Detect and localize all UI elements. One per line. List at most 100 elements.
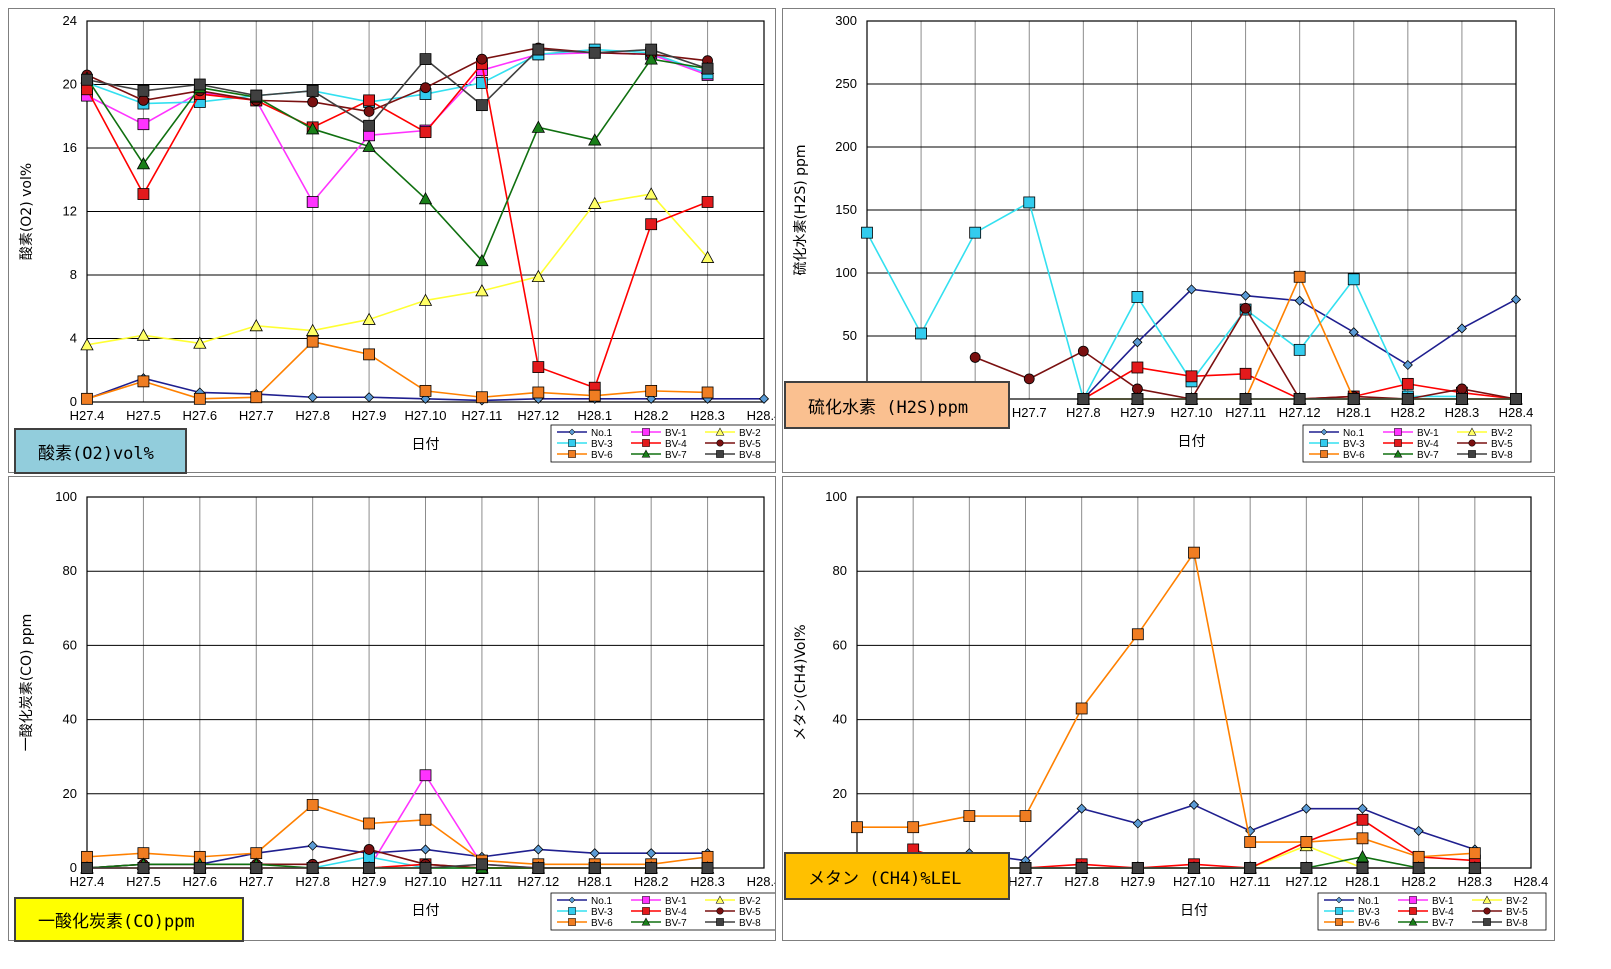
legend-marker: [568, 428, 576, 436]
x-tick-label: H27.4: [70, 408, 105, 423]
y-tick-label: 300: [835, 13, 857, 28]
data-point-BV-6: [1075, 702, 1088, 715]
legend-h2s: No.1 BV-1 BV-2 BV-3 BV-4 BV-5 BV-6 BV-7 BV-8: [1302, 424, 1532, 463]
y-axis-label: 酸素(O2) vol%: [19, 163, 35, 260]
legend-label: BV-6: [591, 918, 613, 929]
x-tick-label: H27.8: [295, 408, 330, 423]
data-point-BV-6: [363, 817, 375, 830]
data-point-BV-6: [907, 821, 920, 834]
x-tick-label: H28.2: [634, 874, 669, 889]
legend-label: BV-8: [1506, 918, 1528, 929]
data-point-BV-6: [1300, 836, 1313, 848]
series-line-BV-8: [87, 863, 708, 869]
data-point-BV-6: [1356, 832, 1369, 845]
legend-marker: [716, 907, 724, 915]
x-tick-label: H27.6: [182, 874, 217, 889]
data-point-BV-2: [136, 328, 151, 341]
legend-label: BV-4: [665, 907, 687, 918]
data-point-BV-8: [701, 862, 714, 874]
data-point-BV-6: [363, 348, 375, 361]
legend-label: BV-7: [1432, 918, 1454, 929]
data-point-BV-8: [588, 862, 601, 874]
legend-box: [1302, 424, 1532, 463]
legend-label: BV-3: [591, 439, 613, 450]
data-point-BV-5: [138, 94, 149, 106]
data-point-BV-6: [250, 391, 263, 404]
data-point-BV-8: [645, 43, 658, 56]
x-tick-label: H28.4: [747, 408, 775, 423]
chart-tag-ch4: メタン (CH4)%LEL: [784, 852, 1010, 900]
x-tick-label: H27.8: [1064, 874, 1099, 889]
data-point-BV-8: [306, 84, 319, 97]
data-point-BV-4: [701, 196, 714, 208]
y-axis-label: メタン(CH4)Vol%: [793, 624, 809, 740]
data-point-BV-4: [363, 94, 375, 107]
data-point-BV-2: [249, 318, 263, 332]
legend-label: BV-6: [1343, 450, 1365, 461]
legend-marker: [715, 895, 725, 904]
y-ticks-o2: 0 4 8 12 16 20 24: [63, 13, 77, 409]
legend-box: [550, 424, 775, 463]
data-point-No.1: [758, 393, 770, 404]
legend-box: [1317, 892, 1547, 931]
legend-marker: [715, 427, 725, 436]
data-point-BV-4: [645, 218, 658, 231]
data-point-BV-4: [1356, 813, 1369, 826]
series-line-BV-5: [86, 848, 708, 869]
legend-marker: [642, 428, 650, 436]
x-tick-label: H27.10: [405, 874, 447, 889]
data-point-BV-3: [915, 327, 927, 340]
y-tick-label: 100: [835, 265, 857, 280]
data-point-BV-8: [363, 862, 375, 874]
legend-label: No.1: [591, 896, 613, 907]
x-tick-label: H27.12: [517, 408, 559, 423]
legend-marker: [642, 896, 650, 904]
grid-h2s: [866, 20, 1517, 399]
x-tick-label: H27.11: [461, 408, 502, 423]
legend-label: BV-7: [1417, 450, 1439, 461]
legend-label: BV-3: [1358, 907, 1380, 918]
y-tick-label: 8: [70, 267, 77, 282]
data-point-BV-6: [137, 847, 150, 860]
data-point-BV-6: [701, 850, 714, 863]
data-point-BV-6: [193, 392, 206, 405]
x-tick-label: H28.1: [1345, 874, 1380, 889]
data-point-BV-5: [1077, 345, 1089, 357]
chart-tag-o2: 酸素(O2)vol%: [14, 428, 187, 474]
data-point-BV-3: [1293, 343, 1306, 356]
data-point-BV-5: [476, 53, 488, 65]
data-point-BV-6: [1293, 270, 1306, 283]
legend-marker: [568, 450, 576, 458]
x-tick-label: H28.2: [1401, 874, 1436, 889]
data-point-BV-8: [1075, 862, 1088, 874]
series-line-BV-6: [86, 340, 708, 400]
data-point-BV-8: [419, 862, 432, 874]
legend-label: BV-5: [1506, 907, 1528, 918]
data-point-BV-8: [1293, 393, 1306, 405]
data-point-BV-8: [1356, 862, 1369, 874]
series-line-BV-1: [86, 51, 708, 204]
data-point-No.1: [1348, 327, 1359, 338]
x-tick-label: H28.1: [577, 408, 612, 423]
data-point-No.1: [533, 844, 544, 855]
data-point-BV-6: [419, 384, 432, 397]
legend-marker: [716, 439, 724, 447]
legend-marker: [1320, 439, 1328, 447]
data-point-BV-5: [420, 82, 431, 94]
data-point-No.1: [1132, 818, 1143, 829]
data-point-BV-5: [363, 844, 375, 855]
data-point-BV-3: [476, 77, 488, 89]
data-point-BV-8: [1510, 393, 1522, 405]
legend-marker: [1483, 918, 1491, 926]
data-point-No.1: [364, 392, 375, 403]
data-point-BV-7: [305, 122, 320, 135]
data-point-No.1: [589, 848, 600, 859]
legend-marker: [1393, 449, 1403, 458]
x-ticks-co: H27.4 H27.5 H27.6 H27.7 H27.8 H27.9 H27.10 H27.…: [70, 874, 775, 889]
legend-label: BV-1: [1417, 428, 1439, 439]
data-point-BV-6: [476, 391, 488, 404]
data-point-BV-2: [531, 269, 546, 282]
legend-label: BV-1: [665, 896, 687, 907]
